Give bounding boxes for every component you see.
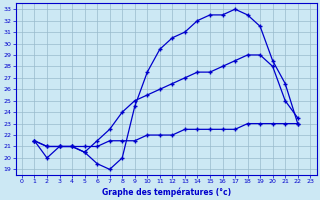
X-axis label: Graphe des températures (°c): Graphe des températures (°c) xyxy=(101,187,231,197)
